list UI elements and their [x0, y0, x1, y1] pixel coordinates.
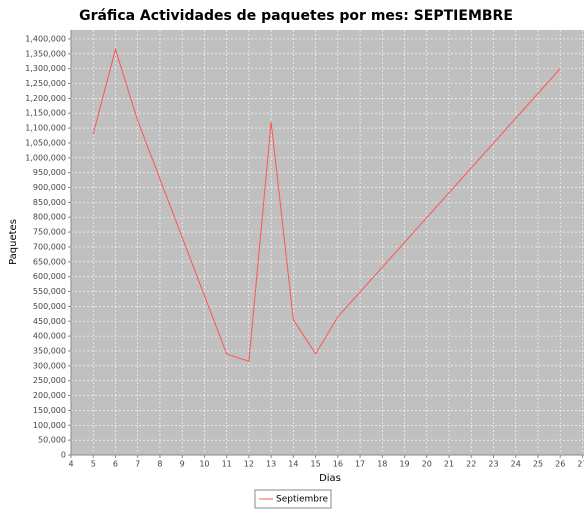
- y-tick-label: 1,150,000: [25, 109, 66, 118]
- x-tick-label: 5: [91, 460, 96, 469]
- line: [92, 47, 561, 363]
- y-tick-label: 800,000: [33, 213, 66, 222]
- x-tick-label: 20: [422, 460, 432, 469]
- y-tick-label: 1,050,000: [25, 138, 66, 147]
- x-tick-label: 7: [135, 460, 140, 469]
- y-tick-label: 350,000: [33, 346, 66, 355]
- y-tick-label: 750,000: [33, 228, 66, 237]
- x-tick-label: 8: [157, 460, 162, 469]
- x-tick-label: 11: [222, 460, 232, 469]
- y-tick-label: 650,000: [33, 257, 66, 266]
- x-tick-label: 13: [266, 460, 276, 469]
- y-tick-label: 200,000: [33, 391, 66, 400]
- y-tick-label: 1,250,000: [25, 79, 66, 88]
- y-tick-label: 450,000: [33, 317, 66, 326]
- x-tick-label: 17: [355, 460, 365, 469]
- x-tick-label: 27: [577, 460, 584, 469]
- x-tick-label: 15: [311, 460, 321, 469]
- legend-label: Septiembre: [276, 495, 329, 505]
- chart-title: Gráfica Actividades de paquetes por mes:…: [79, 8, 513, 24]
- y-tick-label: 1,100,000: [25, 124, 66, 133]
- x-tick-label: 12: [244, 460, 254, 469]
- y-tick-label: 0: [61, 451, 66, 460]
- y-tick-label: 150,000: [33, 406, 66, 415]
- y-tick-label: 1,200,000: [25, 94, 66, 103]
- y-tick-label: 950,000: [33, 168, 66, 177]
- x-tick-label: 26: [555, 460, 565, 469]
- x-tick-label: 4: [68, 460, 73, 469]
- y-tick-label: 100,000: [33, 421, 66, 430]
- y-tick-label: 600,000: [33, 272, 66, 281]
- x-tick-label: 22: [466, 460, 476, 469]
- x-tick-label: 24: [511, 460, 521, 469]
- y-tick-label: 300,000: [33, 361, 66, 370]
- x-tick-label: 23: [488, 460, 498, 469]
- y-tick-label: 500,000: [33, 302, 66, 311]
- y-tick-label: 700,000: [33, 242, 66, 251]
- x-axis-label: Dias: [319, 473, 341, 484]
- legend: [254, 489, 332, 509]
- x-tick-label: 19: [399, 460, 409, 469]
- y-tick-label: 1,350,000: [25, 49, 66, 58]
- y-tick-label: 50,000: [38, 436, 66, 445]
- x-tick-label: 21: [444, 460, 454, 469]
- y-tick-label: 400,000: [33, 332, 66, 341]
- y-tick-label: 1,000,000: [25, 153, 66, 162]
- y-axis-label: Paquetes: [8, 219, 19, 265]
- x-tick-label: 25: [533, 460, 543, 469]
- x-tick-label: 16: [333, 460, 343, 469]
- y-tick-label: 250,000: [33, 376, 66, 385]
- plot-area: [71, 30, 584, 455]
- x-tick-label: 14: [288, 460, 298, 469]
- x-tick-label: 6: [113, 460, 118, 469]
- y-tick-label: 550,000: [33, 287, 66, 296]
- y-tick-label: 850,000: [33, 198, 66, 207]
- y-tick-label: 1,400,000: [25, 34, 66, 43]
- y-tick-label: 1,300,000: [25, 64, 66, 73]
- y-tick-label: 900,000: [33, 183, 66, 192]
- x-tick-label: 18: [377, 460, 387, 469]
- x-tick-label: 9: [180, 460, 185, 469]
- x-tick-label: 10: [199, 460, 209, 469]
